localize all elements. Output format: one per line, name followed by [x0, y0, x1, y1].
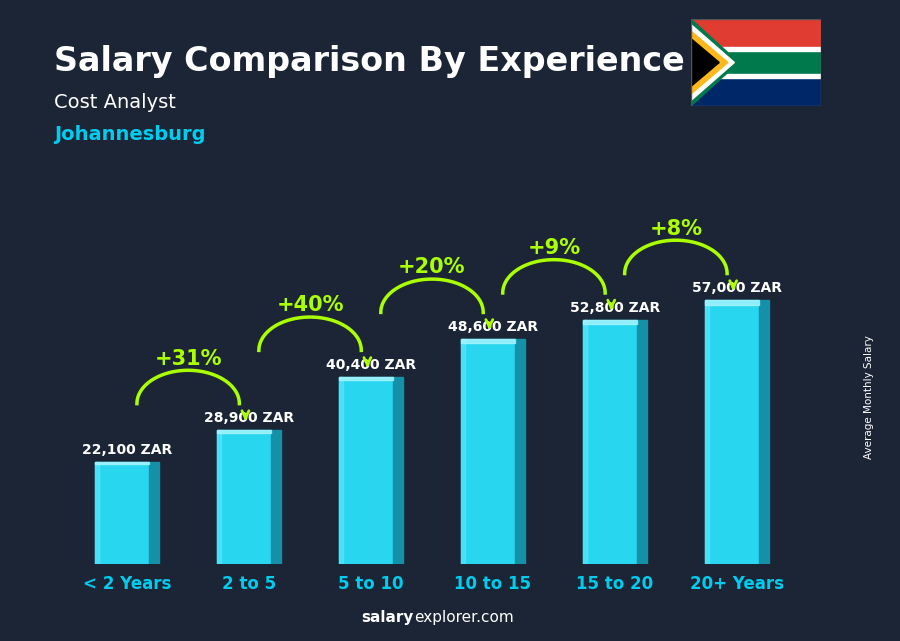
Bar: [705, 300, 759, 564]
Bar: [515, 339, 525, 564]
Bar: [95, 462, 99, 564]
Text: 22,100 ZAR: 22,100 ZAR: [82, 443, 172, 457]
Polygon shape: [691, 19, 739, 106]
Bar: [462, 339, 515, 564]
Text: 57,000 ZAR: 57,000 ZAR: [692, 281, 782, 296]
Polygon shape: [691, 31, 728, 94]
Bar: [218, 430, 271, 433]
Text: Average Monthly Salary: Average Monthly Salary: [863, 335, 874, 460]
Text: +40%: +40%: [276, 296, 344, 315]
Bar: [218, 430, 271, 564]
Bar: [95, 462, 149, 463]
Bar: [583, 320, 587, 564]
Bar: [691, 49, 821, 76]
Text: +31%: +31%: [155, 349, 222, 369]
Bar: [339, 377, 393, 380]
Bar: [705, 300, 709, 564]
Text: Salary Comparison By Experience: Salary Comparison By Experience: [54, 45, 685, 78]
Text: 48,600 ZAR: 48,600 ZAR: [448, 320, 538, 334]
Bar: [339, 377, 343, 564]
Bar: [583, 320, 637, 324]
Text: +20%: +20%: [398, 258, 466, 278]
Text: +8%: +8%: [650, 219, 702, 238]
Bar: [462, 339, 465, 564]
Bar: [691, 62, 821, 106]
Text: 40,400 ZAR: 40,400 ZAR: [326, 358, 416, 372]
Bar: [462, 339, 515, 343]
Bar: [637, 320, 646, 564]
Bar: [691, 74, 821, 78]
Bar: [271, 430, 281, 564]
Bar: [691, 19, 821, 62]
Polygon shape: [691, 38, 719, 87]
Bar: [149, 462, 159, 564]
Bar: [583, 320, 637, 564]
Bar: [218, 430, 221, 564]
Bar: [759, 300, 769, 564]
Bar: [393, 377, 402, 564]
Text: salary: salary: [362, 610, 414, 625]
Text: explorer.com: explorer.com: [414, 610, 514, 625]
Text: Cost Analyst: Cost Analyst: [54, 93, 176, 112]
Bar: [691, 47, 821, 51]
Text: Johannesburg: Johannesburg: [54, 125, 205, 144]
Polygon shape: [691, 24, 734, 101]
Text: 52,800 ZAR: 52,800 ZAR: [570, 301, 660, 315]
Text: +9%: +9%: [527, 238, 580, 258]
Bar: [339, 377, 393, 564]
Bar: [705, 300, 759, 305]
Bar: [95, 462, 149, 564]
Text: 28,900 ZAR: 28,900 ZAR: [204, 412, 294, 425]
